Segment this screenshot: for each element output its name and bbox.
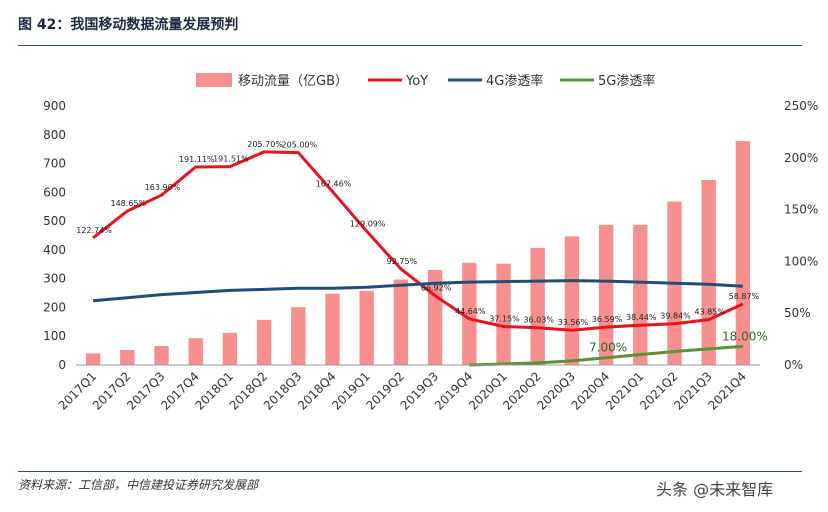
left-tick-label: 200 xyxy=(43,300,66,314)
traffic-bar xyxy=(291,307,306,365)
yoy-data-label: 44.64% xyxy=(455,307,486,316)
yoy-data-label: 205.00% xyxy=(282,141,318,150)
traffic-bar xyxy=(154,346,169,365)
g5-data-label: 7.00% xyxy=(589,341,627,355)
line-5G渗透率 xyxy=(469,344,744,367)
left-tick-label: 700 xyxy=(43,157,66,171)
left-axis: 0 100 200 300 400 500 600 700 800 900 xyxy=(43,99,66,372)
legend: 移动流量（亿GB） YoY 4G渗透率 5G渗透率 xyxy=(196,73,655,89)
legend-label: 5G渗透率 xyxy=(598,73,655,89)
yoy-data-label: 129.09% xyxy=(350,219,386,228)
line-series: 122.74% 148.65% 163.90% 191.11%191.51% 205.7… xyxy=(76,140,768,367)
traffic-bar xyxy=(564,236,580,365)
legend-label: YoY xyxy=(405,74,428,89)
left-tick-label: 0 xyxy=(58,358,66,372)
yoy-data-label: 191.11% xyxy=(179,155,215,164)
traffic-bar xyxy=(393,279,409,365)
left-tick-label: 400 xyxy=(43,243,66,257)
traffic-bar xyxy=(222,332,238,365)
yoy-data-label: 92.75% xyxy=(387,257,418,266)
yoy-data-label: 66.92% xyxy=(421,284,452,293)
right-tick-label: 100% xyxy=(784,254,818,268)
yoy-data-label: 122.74% xyxy=(76,226,112,235)
traffic-bar xyxy=(325,293,340,365)
figure-title: 图 42：我国移动数据流量发展预判 xyxy=(18,17,239,33)
traffic-bar xyxy=(496,263,511,365)
right-tick-label: 50% xyxy=(784,306,811,320)
left-tick-label: 600 xyxy=(43,185,66,199)
yoy-data-label: 39.84% xyxy=(660,312,691,321)
yoy-data-label: 163.90% xyxy=(145,183,181,192)
x-tick-label: 2021Q4 xyxy=(705,369,749,413)
line-4G渗透率 xyxy=(92,279,743,303)
watermark: 头条 @未来智库 xyxy=(656,480,774,499)
yoy-data-label: 33.56% xyxy=(558,318,589,327)
yoy-data-label: 167.46% xyxy=(316,180,352,189)
x-axis: 2017Q12017Q22017Q32017Q42018Q12018Q22018… xyxy=(56,364,760,413)
yoy-data-label: 36.03% xyxy=(523,316,554,325)
legend-label: 移动流量（亿GB） xyxy=(238,74,348,89)
traffic-bar xyxy=(85,353,101,365)
right-axis: 0% 50% 100% 150% 200% 250% xyxy=(784,99,818,372)
legend-label: 4G渗透率 xyxy=(486,73,543,89)
yoy-data-label: 36.59% xyxy=(592,315,623,324)
traffic-bar xyxy=(633,224,648,365)
right-tick-label: 150% xyxy=(784,203,818,217)
traffic-bar xyxy=(188,338,203,365)
yoy-data-label: 37.15% xyxy=(489,315,520,324)
traffic-bar xyxy=(359,290,374,365)
traffic-bar xyxy=(701,179,716,365)
traffic-bar xyxy=(256,319,272,365)
yoy-data-label: 38.44% xyxy=(626,313,657,322)
g5-data-label: 18.00% xyxy=(722,329,768,343)
left-tick-label: 800 xyxy=(43,128,66,142)
traffic-bar xyxy=(462,262,477,365)
title-rule xyxy=(18,45,802,46)
left-tick-label: 100 xyxy=(43,329,66,343)
footer-rule xyxy=(18,471,802,472)
traffic-bar xyxy=(598,224,614,365)
traffic-bar xyxy=(530,247,545,365)
yoy-data-label: 148.65% xyxy=(111,199,147,208)
traffic-bar xyxy=(120,350,135,365)
line-YoY xyxy=(92,150,744,332)
left-tick-label: 300 xyxy=(43,272,66,286)
yoy-data-label: 191.51% xyxy=(213,155,249,164)
yoy-data-label: 58.87% xyxy=(729,292,760,301)
source-note: 资料来源：工信部，中信建投证券研究发展部 xyxy=(18,478,259,492)
traffic-bar xyxy=(735,141,751,365)
right-tick-label: 0% xyxy=(784,358,803,372)
yoy-data-label: 43.85% xyxy=(694,308,725,317)
left-tick-label: 900 xyxy=(43,99,66,113)
left-tick-label: 500 xyxy=(43,214,66,228)
chart: 0 100 200 300 400 500 600 700 800 900 0% 50% 100% 15… xyxy=(43,73,818,413)
right-tick-label: 250% xyxy=(784,99,818,113)
legend-swatch-bar xyxy=(196,73,232,87)
yoy-data-label: 205.70% xyxy=(247,140,283,149)
right-tick-label: 200% xyxy=(784,151,818,165)
